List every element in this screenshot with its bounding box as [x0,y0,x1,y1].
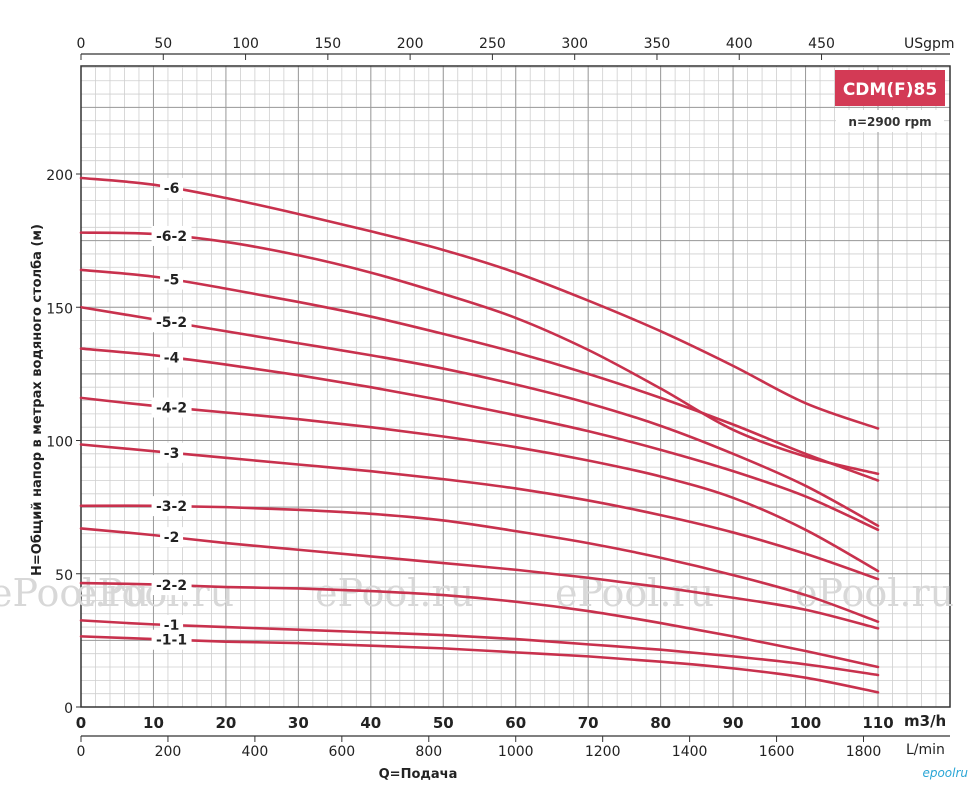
series-line [79,527,880,630]
series-label: -1-1 [156,633,187,649]
top-tick-label: 450 [808,36,835,52]
y-tick-label: 50 [55,568,73,584]
y-axis-ticks: 0 50 100 150 200 [46,168,81,717]
title-badge [835,70,945,106]
x-tick-label: 50 [433,714,454,732]
x2-tick-label: 200 [155,744,182,760]
series-label: -6-2 [156,229,187,245]
series-label-bg [151,397,192,418]
series-label-bg [160,347,184,368]
top-tick-label: 100 [232,36,259,52]
series-line [79,347,880,532]
x-tick-label: 80 [650,714,671,732]
x-tick-label: 30 [288,714,309,732]
series-label: -4 [164,351,180,367]
curves [79,176,880,694]
subtitle-bg [836,110,944,132]
top-tick-label: 300 [561,36,588,52]
series-label-bg [160,269,184,290]
x-tick-label: 40 [360,714,381,732]
series-line [79,581,880,669]
series-line [79,176,880,430]
series-line [79,635,880,694]
series-label: -5 [164,273,180,289]
x2-tick-label: 1000 [498,744,534,760]
x-tick-label: 20 [215,714,236,732]
x2-axis-ticks: 0 200 400 600 800 1000 1200 1400 1600 1800 [77,735,950,760]
x-tick-label: 70 [578,714,599,732]
top-tick-label: 200 [397,36,424,52]
y-tick-label: 150 [46,301,73,317]
series-label-bg [151,629,192,650]
y-axis-title: H=Общий напор в метрах водяного столба (… [30,224,45,576]
top-tick-label: 350 [644,36,671,52]
top-tick-label: 150 [314,36,341,52]
x-axis-title: Q=Подача [379,767,458,782]
series-line [79,305,880,528]
x2-axis-unit: L/min [906,742,945,758]
top-tick-label: 400 [726,36,753,52]
x2-tick-label: 1200 [585,744,621,760]
x-axis-unit: m3/h [904,712,946,730]
x-tick-label: 10 [143,714,164,732]
watermark-text: ePool.ru [0,571,149,615]
series-line [79,268,880,482]
watermark-layer: ePool.ru ePool.ru ePool.ru ePool.ru [0,571,714,615]
x-tick-label: 60 [505,714,526,732]
y-tick-label: 0 [64,701,73,717]
top-axis-unit: USgpm [904,36,955,52]
top-tick-label: 50 [154,36,172,52]
series-label: -2 [164,530,180,546]
series-label-bg [151,496,192,517]
series-label: -6 [164,181,180,197]
curve-labels: -6-6-2-5-5-2-4-4-2-3-3-2-2-2-2-1-1-1 [151,177,192,650]
x-tick-label: 0 [76,714,86,732]
x-tick-label: 110 [862,714,893,732]
series-label-bg [160,177,184,198]
y-tick-label: 100 [46,435,73,451]
top-axis-ticks: 0 50 100 150 200 250 300 350 400 450 [77,36,950,60]
x-tick-label: 90 [723,714,744,732]
series-label-bg [151,575,192,596]
top-tick-label: 0 [77,36,86,52]
x2-tick-label: 600 [328,744,355,760]
series-label-bg [151,225,192,246]
series-line [79,231,880,476]
series-label: -5-2 [156,315,187,331]
x2-tick-label: 1400 [672,744,708,760]
series-label: -3-2 [156,499,187,515]
x2-tick-label: 1800 [846,744,882,760]
x-axis-ticks: 0 10 20 30 40 50 60 70 80 90 100 110 [76,714,894,732]
x2-tick-label: 0 [77,744,86,760]
x2-tick-label: 400 [242,744,269,760]
series-label-bg [160,442,184,463]
series-label: -4-2 [156,401,187,417]
series-label: -2-2 [156,578,187,594]
series-label-bg [151,312,192,333]
y-tick-label: 200 [46,168,73,184]
series-line [79,443,880,581]
plot-frame [80,65,951,708]
chart-subtitle: n=2900 rpm [848,115,931,129]
series-label-bg [160,527,184,548]
x2-tick-label: 800 [415,744,442,760]
series-line [79,396,880,573]
x-tick-label: 100 [790,714,821,732]
series-line [79,504,880,624]
top-tick-label: 250 [479,36,506,52]
chart-title: CDM(F)85 [843,80,937,100]
watermark-text: ePool.ru [555,571,714,615]
series-line [79,619,880,677]
series-label: -3 [164,446,180,462]
x2-tick-label: 1600 [759,744,795,760]
corner-watermark: epoolru [922,766,968,780]
